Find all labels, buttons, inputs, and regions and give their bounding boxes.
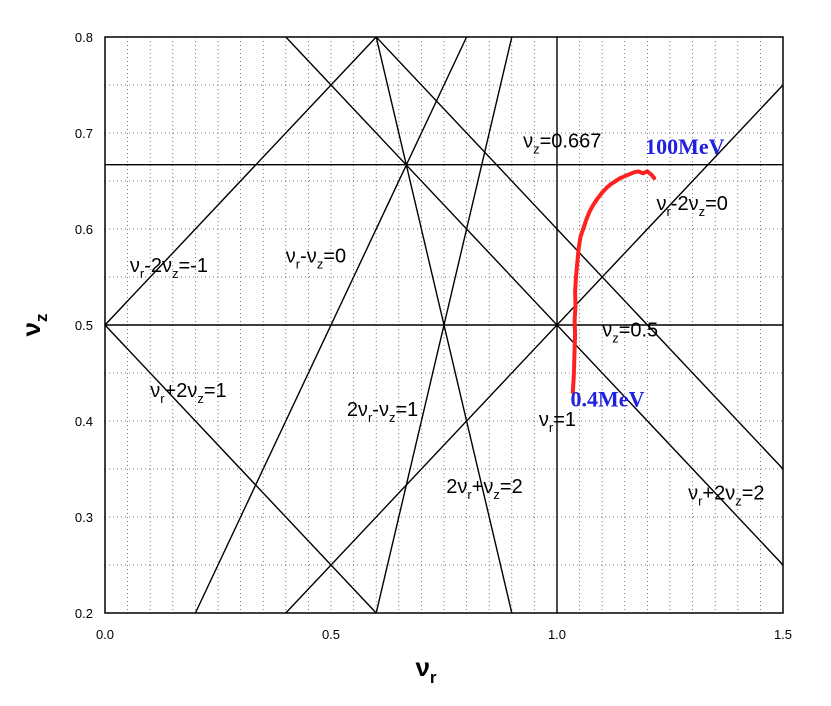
resonance-label-nuz-0667: νz=0.667: [523, 130, 601, 156]
y-tick-label: 0.8: [75, 30, 93, 45]
y-tick-label: 0.7: [75, 126, 93, 141]
y-tick-label: 0.5: [75, 318, 93, 333]
y-axis-label: νz: [16, 314, 51, 337]
y-tick-label: 0.6: [75, 222, 93, 237]
tune-trajectory: [570, 169, 657, 395]
x-axis-label: νr: [415, 652, 436, 687]
x-axis-label-sub: r: [430, 668, 437, 687]
x-tick-label: 0.5: [322, 627, 340, 642]
annotation-energy-start: 0.4MeV: [571, 387, 645, 412]
y-tick-label: 0.2: [75, 606, 93, 621]
x-axis-label-main: ν: [415, 652, 429, 682]
energy-annotations: 100MeV 0.4MeV: [571, 134, 725, 411]
resonance-label-2nur-pnuz-2: 2νr+νz=2: [446, 476, 522, 502]
plot-frame: [104, 36, 784, 614]
y-axis-label-main: ν: [16, 322, 46, 336]
resonance-label-nur-m2nuz-m1: νr-2νz=-1: [130, 255, 208, 281]
y-tick-label: 0.4: [75, 414, 93, 429]
resonance-label-nur-mnuz-0: νr-νz=0: [286, 246, 346, 272]
resonance-label-nur-p2nuz-2: νr+2νz=2: [688, 483, 764, 509]
resonance-label-nur-m2nuz-0: νr-2νz=0: [656, 193, 727, 219]
annotation-energy-end: 100MeV: [645, 134, 725, 159]
trajectory-path: [570, 169, 657, 395]
resonance-line-nur-p2nuz-2: [285, 36, 784, 566]
y-axis-label-sub: z: [32, 314, 51, 323]
resonance-labels: νz=0.667 νz=0.5 νr=1 νr-2νz=0 νr-2νz=-1 νr-νz…: [130, 130, 765, 508]
x-tick-label: 1.0: [548, 627, 566, 642]
resonance-line-nur-p2nuz-1: [104, 324, 377, 614]
resonance-label-nuz-05: νz=0.5: [602, 320, 658, 346]
axis-ticks: 0.0 0.5 1.0 1.5 0.2 0.3 0.4 0.5 0.6 0.7 0.8: [75, 30, 792, 642]
resonance-label-nur-1: νr=1: [539, 409, 576, 435]
resonance-label-2nur-mnuz-1: 2νr-νz=1: [347, 399, 418, 425]
resonance-line-2nur-pnuz-2: [375, 36, 513, 614]
y-tick-label: 0.3: [75, 510, 93, 525]
resonance-label-nur-p2nuz-1: νr+2νz=1: [150, 380, 226, 406]
x-tick-label: 1.5: [774, 627, 792, 642]
x-tick-label: 0.0: [96, 627, 114, 642]
resonance-line-nur-m2nuz-0: [285, 84, 784, 614]
resonance-line-nur-mnuz-0: [194, 36, 468, 614]
